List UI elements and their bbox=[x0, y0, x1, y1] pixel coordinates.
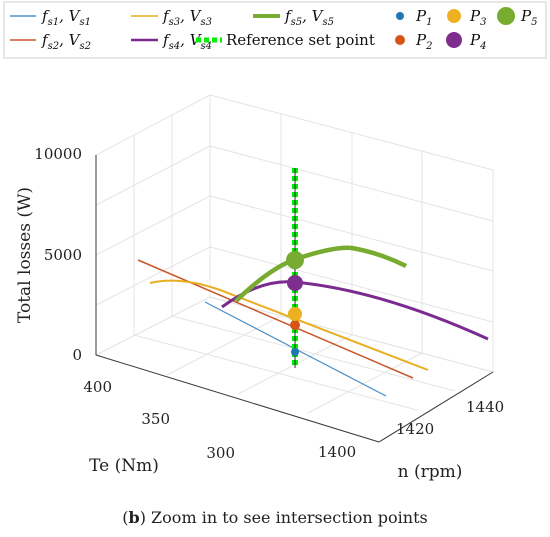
z-ticks: 0 5000 10000 bbox=[34, 145, 82, 364]
series-fs4 bbox=[221, 280, 489, 341]
y-ticks: 300 350 400 bbox=[83, 378, 235, 462]
series bbox=[137, 245, 489, 397]
y-axis-label: Te (Nm) bbox=[89, 456, 159, 476]
axes-lines bbox=[95, 155, 494, 443]
legend-point-p1 bbox=[396, 12, 404, 20]
figure-caption: (b) Zoom in to see intersection points bbox=[122, 508, 428, 527]
caption-text: Zoom in to see intersection points bbox=[145, 508, 428, 527]
x-tick-1: 1420 bbox=[396, 420, 434, 438]
point-p5 bbox=[286, 251, 304, 269]
legend-point-p2 bbox=[395, 35, 405, 45]
x-tick-2: 1440 bbox=[466, 398, 504, 416]
point-p2 bbox=[290, 320, 300, 330]
legend-point-p4 bbox=[446, 32, 462, 48]
legend-label-fs4: fs4, Vs4 bbox=[162, 31, 212, 52]
z-axis-label: Total losses (W) bbox=[15, 187, 35, 323]
point-p3 bbox=[288, 307, 302, 321]
series-fs3 bbox=[149, 279, 429, 371]
y-tick-1: 350 bbox=[141, 410, 170, 428]
z-tick-2: 10000 bbox=[34, 145, 82, 163]
series-fs2 bbox=[137, 259, 414, 379]
caption-tag: b bbox=[128, 508, 140, 527]
point-p1 bbox=[291, 348, 299, 356]
x-axis-label: n (rpm) bbox=[398, 462, 463, 482]
legend-point-p3 bbox=[447, 9, 461, 23]
legend-point-p5 bbox=[497, 7, 515, 25]
x-tick-0: 1400 bbox=[318, 443, 356, 461]
intersection-points bbox=[286, 251, 304, 356]
legend: fs1, Vs1 fs3, Vs3 fs5, Vs5 P1 P3 P5 fs2,… bbox=[3, 1, 547, 59]
z-tick-0: 0 bbox=[72, 346, 82, 364]
y-tick-0: 300 bbox=[206, 444, 235, 462]
legend-label-reference: Reference set point bbox=[226, 31, 375, 49]
z-tick-1: 5000 bbox=[44, 246, 82, 264]
x-ticks: 1400 1420 1440 bbox=[318, 398, 504, 461]
y-tick-2: 400 bbox=[83, 378, 112, 396]
point-p4 bbox=[287, 275, 303, 291]
series-fs5 bbox=[234, 245, 408, 303]
